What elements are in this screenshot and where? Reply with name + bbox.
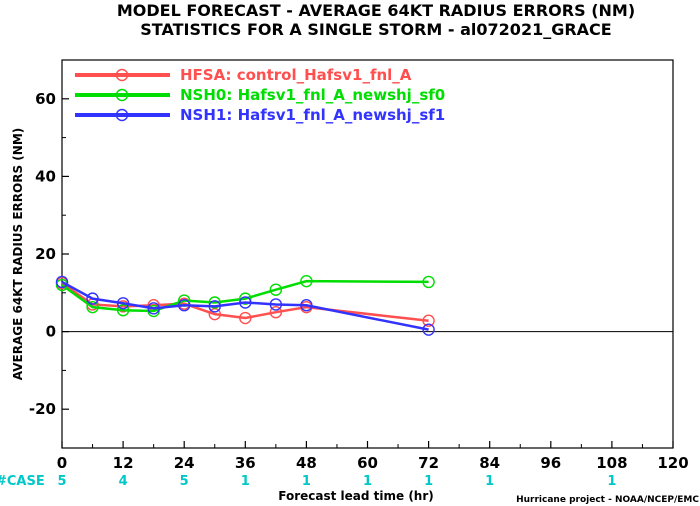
series-line [61,280,429,331]
x-tick-label: 72 [418,454,439,472]
case-count: 4 [119,474,128,489]
data-point [86,300,99,314]
legend-entry: NSH0: Hafsv1_fnl_A_newshj_sf0 [180,86,445,104]
legend-entry: NSH1: Hafsv1_fnl_A_newshj_sf1 [180,106,445,124]
series-line [61,282,429,322]
y-tick-label: 20 [35,245,56,263]
series-layer [55,274,435,336]
data-point [239,311,252,325]
chart-subtitle: STATISTICS FOR A SINGLE STORM - al072021… [140,20,611,39]
case-count: 1 [607,474,616,489]
x-axis-label: Forecast lead time (hr) [278,489,434,503]
legend-marker [115,108,129,122]
data-point [116,300,130,313]
plot-area [61,59,674,449]
x-tick-label: 0 [57,454,67,472]
x-tick-label: 84 [479,454,500,472]
data-point [269,298,283,311]
x-tick-label: 24 [174,454,195,472]
case-count: 1 [485,474,494,489]
case-count-label: #CASE [0,474,45,489]
data-point [422,323,435,336]
y-tick-label: -20 [29,400,56,418]
data-point [422,275,435,289]
x-tick-label: 60 [357,454,378,472]
case-count: 1 [302,474,311,489]
case-count: 5 [180,474,189,489]
credit-text: Hurricane project - NOAA/NCEP/EMC [516,495,699,505]
y-tick-label: 60 [35,90,56,108]
x-tick-label: 12 [113,454,134,472]
data-point [300,299,313,312]
legend-marker [115,68,129,82]
y-axis-label: AVERAGE 64KT RADIUS ERRORS (NM) [11,128,25,380]
data-point [300,274,313,288]
case-count: 1 [241,474,250,489]
y-tick-label: 0 [46,323,56,341]
data-point [239,296,252,309]
y-axis-ticks: -20 0 20 40 60 [29,59,69,449]
data-point [116,304,130,317]
data-point [239,292,252,305]
legend-entry: HFSA: control_Hafsv1_fnl_A [180,66,412,84]
x-tick-label: 36 [235,454,256,472]
chart-title: MODEL FORECAST - AVERAGE 64KT RADIUS ERR… [117,1,635,20]
legend: HFSA: control_Hafsv1_fnl_A NSH0: Hafsv1_f… [75,66,445,124]
data-point [116,297,130,310]
data-point [86,292,99,305]
case-count: 1 [363,474,372,489]
data-point [147,302,160,315]
data-point [177,299,191,312]
data-point [269,283,283,296]
x-tick-label: 120 [657,454,688,472]
series-line [61,279,429,313]
legend-marker [115,88,129,102]
x-axis-ticks: 0 12 24 36 48 60 72 84 96 108 120 [57,441,689,472]
data-point [55,275,69,289]
data-point [208,296,221,309]
case-count: 5 [57,474,66,489]
y-tick-label: 40 [35,167,56,185]
data-point [422,314,435,327]
case-count: 1 [424,474,433,489]
data-point [269,306,283,319]
x-tick-label: 96 [540,454,561,472]
x-tick-label: 48 [296,454,317,472]
data-point [208,300,221,313]
case-counts: 5 4 5 1 1 1 1 1 1 [57,474,616,489]
x-tick-label: 108 [596,454,627,472]
